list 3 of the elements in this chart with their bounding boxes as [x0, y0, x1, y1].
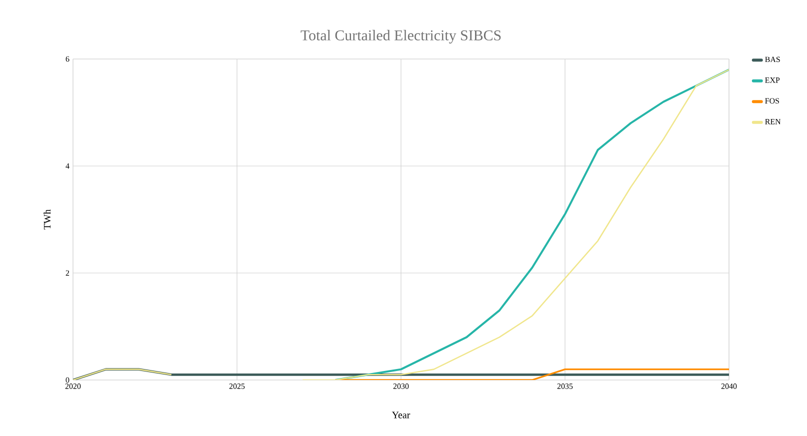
y-axis-title: TWh: [44, 209, 51, 230]
chart-title: Total Curtailed Electricity SIBCS: [300, 30, 501, 44]
x-axis-title: Year: [392, 412, 410, 418]
